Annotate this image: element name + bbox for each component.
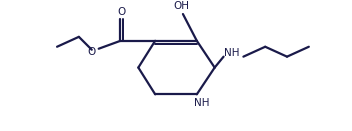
Text: O: O [88, 47, 96, 57]
Text: O: O [117, 7, 126, 17]
Text: NH: NH [194, 98, 209, 108]
Text: NH: NH [224, 48, 239, 58]
Text: OH: OH [173, 1, 189, 11]
